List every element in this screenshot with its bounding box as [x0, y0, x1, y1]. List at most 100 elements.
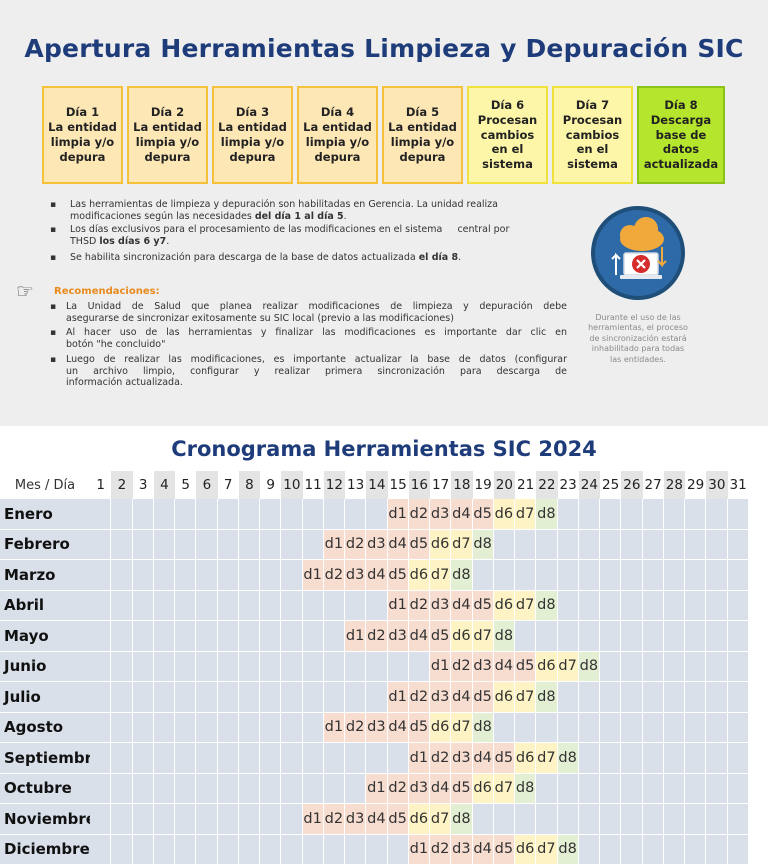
schedule-cell-d6: d6 — [408, 804, 430, 835]
schedule-cell — [387, 834, 409, 865]
schedule-cell — [153, 834, 175, 865]
schedule-cell-d6: d6 — [493, 682, 515, 713]
schedule-cell-d3: d3 — [366, 712, 388, 743]
schedule-cell — [302, 834, 324, 865]
schedule-cell-d3: d3 — [430, 590, 452, 621]
schedule-cell — [260, 834, 282, 865]
schedule-cell-d6: d6 — [536, 651, 558, 682]
schedule-cell — [132, 712, 154, 743]
bullet-3-period: . — [458, 252, 462, 263]
schedule-cell — [557, 804, 579, 835]
schedule-cell-d5: d5 — [451, 773, 473, 804]
schedule-cell — [685, 712, 707, 743]
schedule-cell — [600, 560, 622, 591]
schedule-cell-d3: d3 — [387, 621, 409, 652]
schedule-cell — [196, 651, 218, 682]
schedule-cell-d2: d2 — [408, 682, 430, 713]
schedule-cell-d1: d1 — [302, 804, 324, 835]
schedule-cell — [345, 773, 367, 804]
schedule-cell-d5: d5 — [472, 682, 494, 713]
schedule-cell — [238, 682, 260, 713]
schedule-cell-d6: d6 — [515, 834, 537, 865]
bullet-marker: ▪ — [50, 253, 57, 263]
schedule-cell — [196, 499, 218, 530]
cloud-sync-error-icon — [590, 205, 686, 301]
schedule-cell-d1: d1 — [387, 682, 409, 713]
day-box-2: Día 2 La entidad limpia y/o depura — [127, 86, 208, 184]
schedule-cell — [153, 682, 175, 713]
schedule-cell — [642, 773, 664, 804]
schedule-cell — [536, 773, 558, 804]
header-day-14: 14 — [366, 471, 388, 499]
schedule-cell — [132, 773, 154, 804]
schedule-cell-d8: d8 — [493, 621, 515, 652]
schedule-cell — [685, 529, 707, 560]
schedule-cell — [345, 651, 367, 682]
schedule-cell — [302, 682, 324, 713]
schedule-cell — [536, 529, 558, 560]
schedule-cell — [260, 712, 282, 743]
schedule-cell-d5: d5 — [387, 804, 409, 835]
schedule-cell — [366, 682, 388, 713]
schedule-cell — [111, 590, 133, 621]
schedule-cell-d4: d4 — [451, 499, 473, 530]
schedule-cell — [727, 651, 749, 682]
bullet-marker: ▪ — [50, 355, 57, 365]
bullet-3-emphasis: el día 8 — [418, 252, 459, 263]
schedule-cell — [260, 773, 282, 804]
schedule-cell-d4: d4 — [366, 560, 388, 591]
header-day-24: 24 — [578, 471, 600, 499]
schedule-cell — [281, 804, 303, 835]
schedule-cell — [706, 621, 728, 652]
header-day-25: 25 — [602, 477, 620, 493]
schedule-cell — [345, 834, 367, 865]
schedule-cell — [111, 773, 133, 804]
schedule-cell — [175, 743, 197, 774]
header-day-15: 15 — [389, 477, 407, 493]
schedule-cell — [366, 743, 388, 774]
schedule-cell-d3: d3 — [430, 499, 452, 530]
schedule-cell-d2: d2 — [323, 804, 345, 835]
schedule-cell — [493, 560, 515, 591]
recommendation-3-line-2: un archivo limpio, configurar y realizar… — [66, 365, 567, 377]
schedule-cell — [536, 560, 558, 591]
header-day-30: 30 — [706, 471, 728, 499]
day-box-5: Día 5 La entidad limpia y/o depura — [382, 86, 463, 184]
schedule-cell-d4: d4 — [472, 743, 494, 774]
schedule-cell — [153, 712, 175, 743]
schedule-cell — [578, 834, 600, 865]
schedule-cell — [153, 651, 175, 682]
schedule-cell — [642, 743, 664, 774]
schedule-cell — [260, 651, 282, 682]
schedule-cell — [132, 834, 154, 865]
schedule-cell — [727, 712, 749, 743]
schedule-cell — [196, 682, 218, 713]
bullet-2-line-2: THSD los días 6 y7. — [70, 236, 570, 248]
schedule-cell-d2: d2 — [345, 529, 367, 560]
schedule-cell — [238, 560, 260, 591]
schedule-cell-d2: d2 — [451, 651, 473, 682]
header-day-31: 31 — [729, 477, 747, 493]
schedule-cell — [323, 773, 345, 804]
bullet-1-line-2: modificaciones según las necesidades del… — [70, 211, 570, 223]
schedule-cell — [217, 529, 239, 560]
schedule-cell — [663, 804, 685, 835]
schedule-cell — [238, 621, 260, 652]
schedule-cell — [217, 682, 239, 713]
schedule-cell-d1: d1 — [323, 712, 345, 743]
schedule-cell — [472, 560, 494, 591]
schedule-cell — [111, 499, 133, 530]
header-day-2: 2 — [111, 471, 133, 499]
header-day-6: 6 — [196, 471, 218, 499]
schedule-cell-d6: d6 — [472, 773, 494, 804]
bullet-2-line-1: Los días exclusivos para el procesamient… — [70, 224, 510, 235]
month-label-marzo: Marzo — [0, 560, 90, 591]
schedule-cell-d4: d4 — [387, 529, 409, 560]
recommendation-3-line-1: Luego de realizar las modificaciones, es… — [66, 354, 567, 365]
schedule-cell — [90, 804, 112, 835]
schedule-cell — [578, 529, 600, 560]
bullet-1-text: modificaciones según las necesidades — [70, 210, 255, 222]
recommendation-2: Al hacer uso de las herramientas y final… — [66, 327, 567, 350]
schedule-cell — [727, 743, 749, 774]
schedule-cell-d2: d2 — [345, 712, 367, 743]
